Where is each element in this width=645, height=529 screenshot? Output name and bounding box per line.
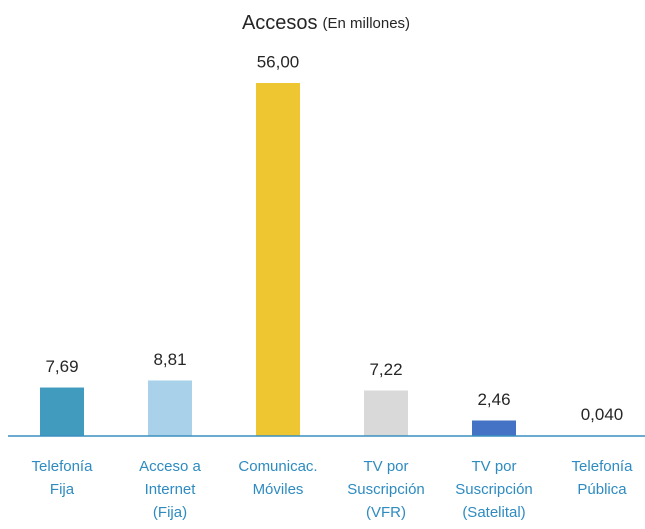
bar (148, 380, 192, 436)
value-label: 2,46 (477, 390, 510, 409)
x-tick-label: Telefonía Pública (571, 458, 633, 498)
bar (472, 420, 516, 436)
bar (40, 387, 84, 436)
x-tick-label: Telefonía Fija (31, 458, 93, 498)
value-label: 7,22 (369, 360, 402, 379)
bar (256, 83, 300, 436)
value-label: 7,69 (45, 357, 78, 376)
x-tick-label: TV por Suscripción (Satelital) (455, 458, 533, 521)
chart-subtitle: (En millones) (323, 15, 411, 32)
chart-title: Accesos (242, 12, 318, 34)
x-tick-label: TV por Suscripción (VFR) (347, 458, 425, 521)
x-tick-label: Comunicac. Móviles (238, 458, 318, 498)
value-label: 56,00 (257, 52, 300, 71)
x-tick-label: Acceso a Internet (Fija) (139, 458, 201, 521)
chart-title-group: Accesos (En millones) (242, 12, 410, 34)
bar (364, 390, 408, 436)
value-label: 8,81 (153, 350, 186, 369)
value-label: 0,040 (581, 405, 624, 424)
